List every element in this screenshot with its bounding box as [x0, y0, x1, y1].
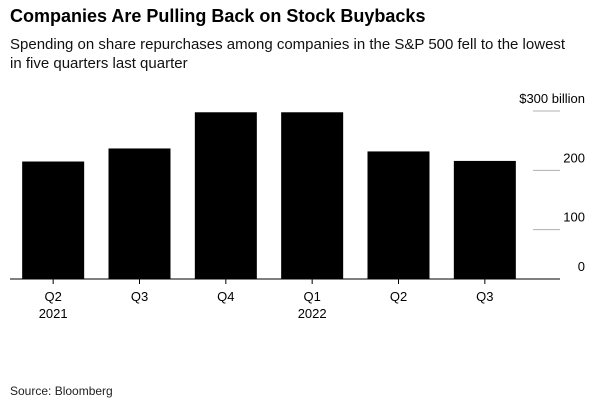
source-note: Source: Bloomberg — [10, 384, 113, 398]
x-year-label: 2022 — [298, 306, 327, 321]
chart-title: Companies Are Pulling Back on Stock Buyb… — [10, 6, 426, 26]
bar — [281, 112, 344, 279]
chart-subtitle: Spending on share repurchases among comp… — [10, 36, 566, 72]
x-tick-label: Q1 — [303, 289, 320, 304]
y-tick-label: 0 — [578, 259, 585, 274]
y-tick-label: 200 — [563, 150, 585, 165]
bar — [194, 112, 257, 279]
x-tick-label: Q2 — [390, 289, 407, 304]
x-tick-label: Q3 — [476, 289, 493, 304]
x-tick-label: Q3 — [131, 289, 148, 304]
x-tick-label: Q2 — [44, 289, 61, 304]
y-tick-label: $300 billion — [519, 91, 585, 106]
bar — [367, 151, 430, 279]
bar — [22, 161, 85, 279]
x-tick-label: Q4 — [217, 289, 234, 304]
y-tick-label: 100 — [563, 210, 585, 225]
bar — [108, 148, 171, 279]
bar — [453, 160, 516, 279]
x-year-label: 2021 — [39, 306, 68, 321]
